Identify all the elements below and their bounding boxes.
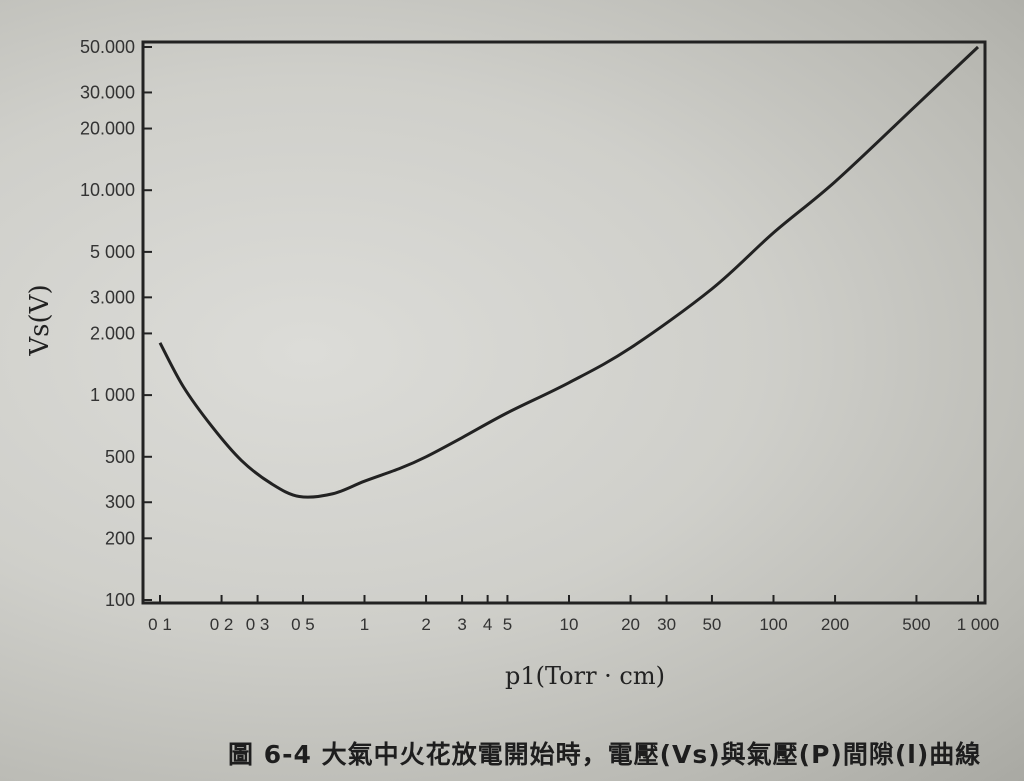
figure-caption: 圖 6-4 大氣中火花放電開始時，電壓(Vs)與氣壓(P)間隙(l)曲線 [228,740,982,769]
paschen-curve-chart: 0 1 0 2 0 3 0 5 1 2 3 4 5 10 20 30 50 100 200 500 1 000 5… [25,37,1000,690]
x-tick-label: 2 [421,615,430,634]
plot-frame [141,40,987,605]
y-tick-label: 30.000 [80,82,135,102]
y-tick-label: 300 [105,492,135,512]
y-tick-label: 500 [105,447,135,467]
series-line-vs [158,45,980,499]
y-tick-label: 3.000 [90,287,135,307]
x-axis-label: p1(Torr · cm) [505,662,665,690]
x-tick-label: 50 [702,615,721,634]
x-tick-label: 30 [657,615,676,634]
y-tick-label: 2.000 [90,323,135,343]
y-tick-label: 5 000 [90,242,135,262]
y-tick-label: 50.000 [80,37,135,57]
y-tick-label: 100 [105,590,135,610]
x-tick-label: 20 [621,615,640,634]
x-tick-label: 10 [560,615,579,634]
x-tick-label: 200 [821,615,849,634]
y-tick-label: 10.000 [80,180,135,200]
x-tick-label: 3 [457,615,466,634]
y-tick-label: 20.000 [80,119,135,139]
y-axis-label: Vs(V) [25,284,55,356]
x-tick-label: 1 000 [957,615,1000,634]
x-tick-label: 0 5 [291,615,315,634]
x-tick-label: 1 [360,615,369,634]
x-tick-label: 4 [483,615,492,634]
x-tick-label: 0 3 [246,615,270,634]
y-tick-label: 200 [105,528,135,548]
x-tick-label: 500 [902,615,930,634]
x-tick-label: 5 [503,615,512,634]
y-tick-label: 1 000 [90,385,135,405]
x-tick-label: 0 1 [148,615,172,634]
x-tick-label: 0 2 [210,615,234,634]
x-tick-label: 100 [759,615,787,634]
